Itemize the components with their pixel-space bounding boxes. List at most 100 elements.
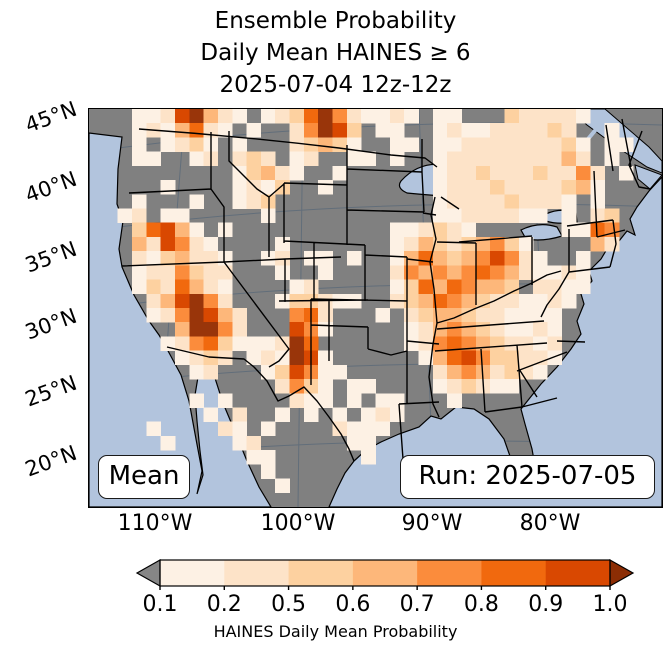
probability-cell (376, 109, 391, 124)
probability-cell (490, 166, 505, 181)
probability-cell (161, 237, 176, 252)
probability-cell (590, 166, 605, 181)
probability-cell (476, 152, 491, 167)
probability-cell (490, 365, 505, 380)
probability-cell (204, 408, 219, 423)
probability-cell (318, 137, 333, 152)
mean-label-box: Mean (98, 455, 190, 499)
probability-cell (533, 109, 548, 124)
probability-cell (347, 251, 362, 266)
probability-cell (390, 137, 405, 152)
probability-cell (333, 123, 348, 138)
probability-cell (490, 280, 505, 295)
probability-cell (533, 194, 548, 209)
probability-cell (533, 351, 548, 366)
probability-cell (161, 223, 176, 238)
probability-cell (218, 308, 233, 323)
probability-cell (504, 265, 519, 280)
probability-cell (547, 180, 562, 195)
probability-cell (504, 180, 519, 195)
lat-label-20°N: 20°N (6, 441, 80, 487)
lon-label-110°W: 110°W (110, 511, 200, 536)
probability-cell (376, 422, 391, 437)
probability-cell (347, 422, 362, 437)
probability-cell (476, 194, 491, 209)
probability-cell (204, 294, 219, 309)
probability-cell (132, 223, 147, 238)
probability-cell (318, 322, 333, 337)
probability-cell (576, 109, 591, 124)
probability-cell (476, 322, 491, 337)
probability-cell (290, 308, 305, 323)
probability-cell (476, 166, 491, 181)
probability-cell (175, 209, 190, 224)
probability-cell (590, 237, 605, 252)
probability-cell (204, 336, 219, 351)
probability-cell (490, 209, 505, 224)
probability-cell (261, 166, 276, 181)
title-line-1: Ensemble Probability (0, 6, 671, 36)
probability-cell (290, 280, 305, 295)
probability-cell (533, 265, 548, 280)
probability-cell (247, 436, 262, 451)
probability-cell (261, 251, 276, 266)
probability-cell (347, 379, 362, 394)
probability-cell (504, 237, 519, 252)
probability-cell (204, 109, 219, 124)
title-line-2: Daily Mean HAINES ≥ 6 (0, 38, 671, 68)
probability-cell (562, 180, 577, 195)
probability-cell (175, 322, 190, 337)
probability-cell (290, 351, 305, 366)
lon-label-100°W: 100°W (253, 511, 343, 536)
probability-cell (146, 237, 161, 252)
probability-cell (232, 408, 247, 423)
probability-cell (447, 365, 462, 380)
probability-cell (161, 436, 176, 451)
probability-cell (318, 265, 333, 280)
probability-cell (433, 351, 448, 366)
lat-label-35°N: 35°N (6, 237, 80, 283)
probability-cell (161, 137, 176, 152)
probability-cell (390, 393, 405, 408)
probability-cell (461, 194, 476, 209)
probability-cell (146, 280, 161, 295)
probability-cell (232, 109, 247, 124)
probability-cell (533, 180, 548, 195)
probability-cell (132, 109, 147, 124)
probability-cell (433, 137, 448, 152)
probability-cell (290, 137, 305, 152)
probability-cell (476, 137, 491, 152)
title-line-3: 2025-07-04 12z-12z (0, 70, 671, 100)
probability-cell (304, 123, 319, 138)
probability-cell (146, 251, 161, 266)
lat-label-25°N: 25°N (6, 371, 80, 417)
probability-cell (533, 251, 548, 266)
colorbar-tick-label-0.5: 0.5 (259, 592, 319, 617)
probability-cell (361, 109, 376, 124)
colorbar-canvas (0, 556, 671, 590)
probability-cell (476, 294, 491, 309)
probability-cell (461, 322, 476, 337)
probability-cell (333, 137, 348, 152)
colorbar-tick-label-0.8: 0.8 (451, 592, 511, 617)
probability-cell (232, 322, 247, 337)
probability-cell (146, 223, 161, 238)
lat-label-45°N: 45°N (6, 97, 80, 143)
probability-cell (547, 137, 562, 152)
colorbar-tick-label-0.7: 0.7 (387, 592, 447, 617)
probability-cell (476, 251, 491, 266)
probability-cell (533, 152, 548, 167)
probability-cell (361, 422, 376, 437)
probability-cell (390, 123, 405, 138)
probability-cell (590, 180, 605, 195)
probability-cell (304, 280, 319, 295)
probability-cell (232, 137, 247, 152)
probability-cell (519, 351, 534, 366)
probability-cell (347, 123, 362, 138)
probability-cell (376, 123, 391, 138)
probability-cell (232, 436, 247, 451)
probability-cell (447, 265, 462, 280)
probability-cell (333, 109, 348, 124)
colorbar-under-arrow (137, 560, 160, 586)
probability-cell (275, 180, 290, 195)
